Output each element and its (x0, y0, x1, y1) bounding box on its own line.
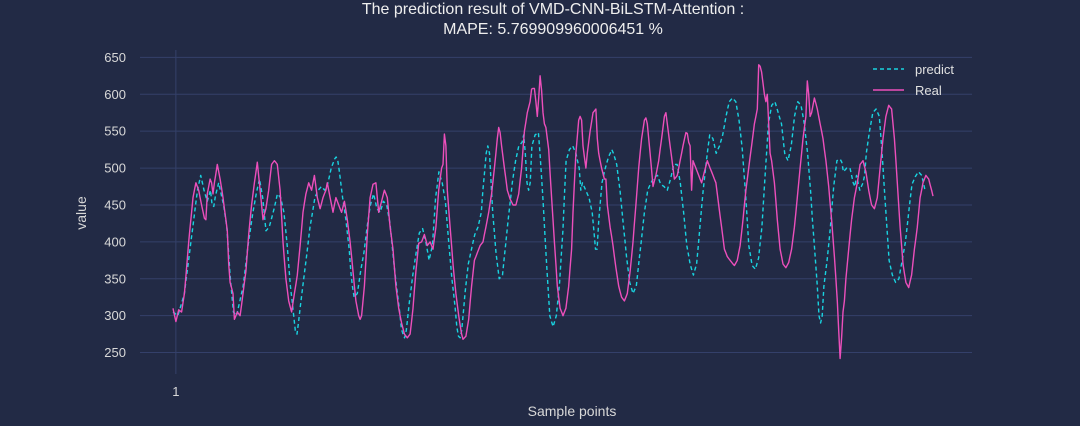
y-tick-label-550: 550 (104, 124, 126, 139)
series-line-real[interactable] (172, 64, 934, 360)
y-tick-label-600: 600 (104, 87, 126, 102)
legend: predict Real (873, 62, 954, 98)
y-tick-labels: 250 300 350 400 450 500 550 600 650 (104, 50, 126, 360)
x-axis-title: Sample points (528, 403, 617, 419)
y-tick-label-650: 650 (104, 50, 126, 65)
chart-title-line1: The prediction result of VMD-CNN-BiLSTM-… (362, 1, 744, 18)
y-tick-label-250: 250 (104, 345, 126, 360)
chart-title-line2: MAPE: 5.769909960006451 % (443, 21, 663, 38)
y-tick-label-400: 400 (104, 234, 126, 249)
series-lines (172, 64, 934, 360)
y-axis-title: value (73, 196, 89, 230)
x-tick-label-1: 1 (172, 384, 179, 399)
legend-label-real[interactable]: Real (915, 83, 942, 98)
x-tick-labels: 1 (172, 384, 179, 399)
y-tick-label-500: 500 (104, 161, 126, 176)
y-tick-label-350: 350 (104, 271, 126, 286)
series-line-predict[interactable] (172, 97, 926, 339)
y-tick-label-300: 300 (104, 308, 126, 323)
y-tick-label-450: 450 (104, 197, 126, 212)
legend-label-predict[interactable]: predict (915, 62, 954, 77)
